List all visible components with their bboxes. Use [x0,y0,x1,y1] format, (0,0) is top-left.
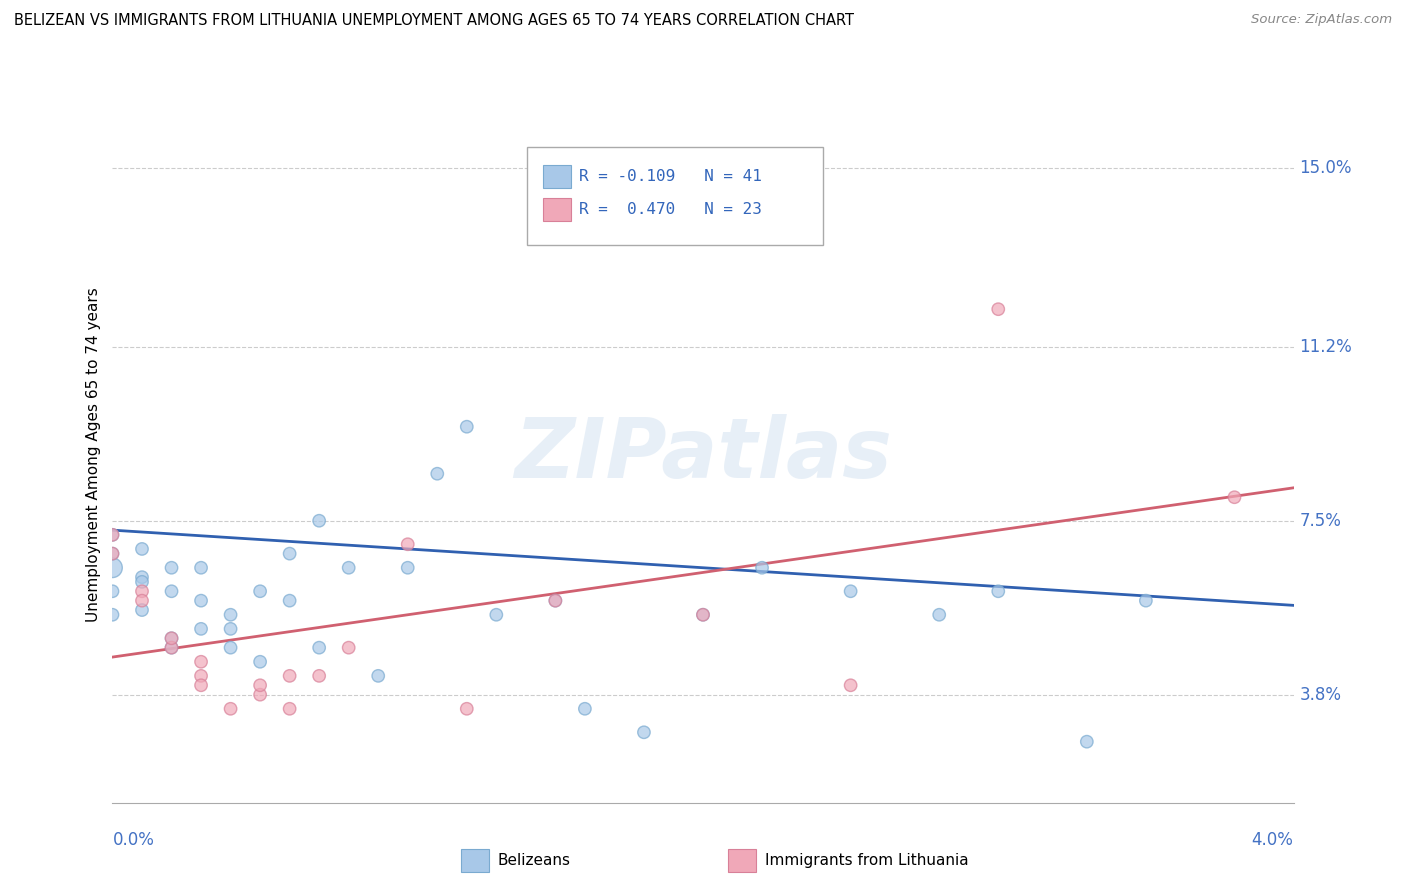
Text: Source: ZipAtlas.com: Source: ZipAtlas.com [1251,13,1392,27]
Point [219,640,242,655]
Point [160,560,183,574]
Point [190,655,212,669]
Point [131,584,153,599]
Text: 7.5%: 7.5% [1299,512,1341,530]
Text: 15.0%: 15.0% [1299,159,1353,178]
Point [219,622,242,636]
Point [219,607,242,622]
Point [987,584,1010,599]
Point [308,514,330,528]
Point [544,593,567,607]
Text: Belizeans: Belizeans [498,854,571,868]
Point [367,669,389,683]
Point [160,640,183,655]
Point [692,607,714,622]
Point [249,688,271,702]
Point [131,570,153,584]
Point [278,669,301,683]
Point [160,640,183,655]
Text: ZIPatlas: ZIPatlas [515,415,891,495]
Point [131,574,153,589]
Point [751,560,773,574]
Point [101,547,124,561]
Point [337,560,360,574]
Text: 11.2%: 11.2% [1299,338,1353,356]
Point [544,593,567,607]
Point [160,632,183,646]
Point [278,702,301,716]
Point [278,593,301,607]
Point [839,678,862,692]
Point [1135,593,1157,607]
Point [131,593,153,607]
Point [101,547,124,561]
Point [574,702,596,716]
Point [278,547,301,561]
Point [190,622,212,636]
Point [396,560,419,574]
Point [219,702,242,716]
Point [839,584,862,599]
Point [426,467,449,481]
Text: 4.0%: 4.0% [1251,830,1294,848]
Point [633,725,655,739]
Point [987,302,1010,317]
Point [249,678,271,692]
Point [101,528,124,542]
Point [190,669,212,683]
Point [1076,734,1098,748]
Point [101,607,124,622]
Point [308,669,330,683]
Text: 0.0%: 0.0% [112,830,155,848]
Point [101,528,124,542]
Point [456,702,478,716]
Point [456,419,478,434]
Point [160,632,183,646]
Text: Immigrants from Lithuania: Immigrants from Lithuania [765,854,969,868]
Point [308,640,330,655]
Point [101,584,124,599]
Point [396,537,419,551]
Point [160,584,183,599]
Point [1223,490,1246,504]
Point [485,607,508,622]
Y-axis label: Unemployment Among Ages 65 to 74 years: Unemployment Among Ages 65 to 74 years [86,287,101,623]
Text: BELIZEAN VS IMMIGRANTS FROM LITHUANIA UNEMPLOYMENT AMONG AGES 65 TO 74 YEARS COR: BELIZEAN VS IMMIGRANTS FROM LITHUANIA UN… [14,13,853,29]
Point [249,655,271,669]
Point [190,560,212,574]
Point [692,607,714,622]
Point [337,640,360,655]
Point [249,584,271,599]
Text: R =  0.470   N = 23: R = 0.470 N = 23 [579,202,762,217]
Text: R = -0.109   N = 41: R = -0.109 N = 41 [579,169,762,184]
Point [131,541,153,556]
Point [101,560,124,574]
Point [928,607,950,622]
Text: 3.8%: 3.8% [1299,686,1341,704]
Point [190,678,212,692]
Point [190,593,212,607]
Point [131,603,153,617]
